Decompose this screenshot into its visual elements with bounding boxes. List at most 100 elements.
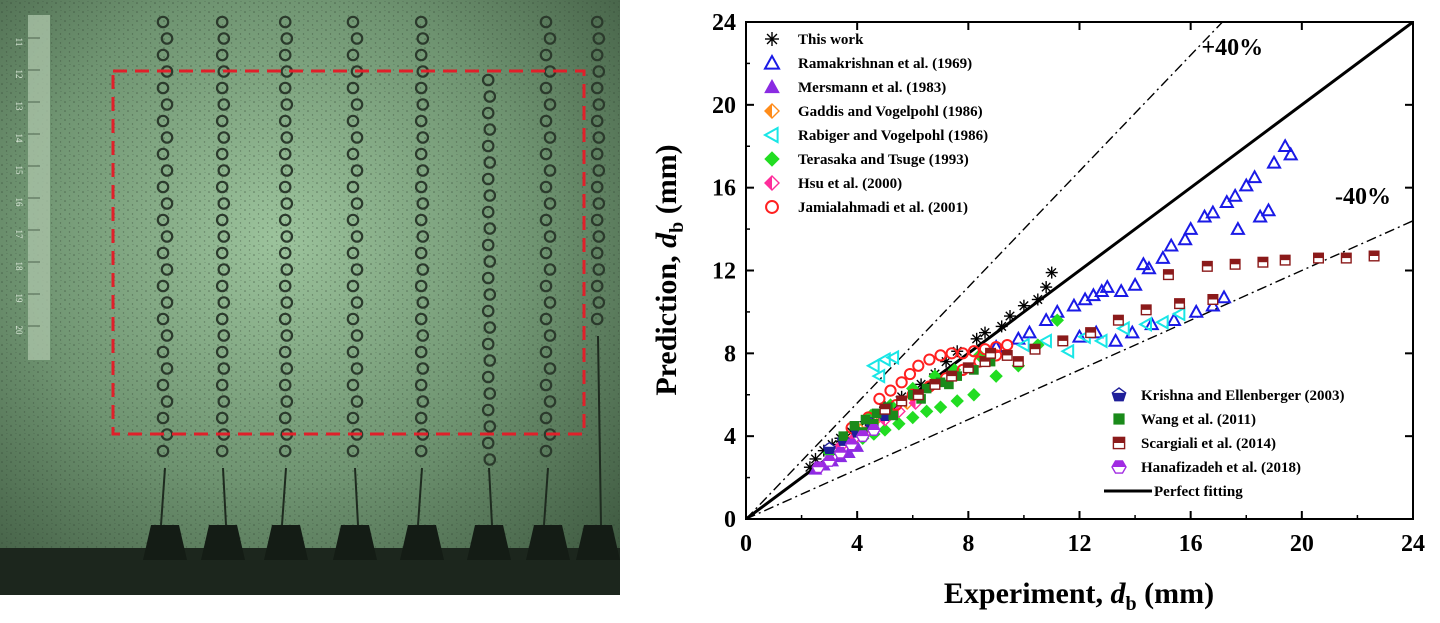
- bubble: [217, 395, 231, 408]
- bubble: [414, 180, 428, 194]
- bubble: [539, 81, 553, 95]
- data-point: [1283, 146, 1299, 161]
- bubble: [416, 362, 430, 375]
- data-point: [906, 410, 920, 425]
- data-point: [871, 408, 882, 419]
- x-tick-label: 24: [1401, 531, 1425, 557]
- x-tick-label: 20: [1290, 531, 1314, 557]
- bubble: [416, 263, 430, 276]
- bubble: [215, 147, 229, 161]
- legend-item: Krishna and Ellenberger (2003): [1111, 387, 1344, 404]
- data-point: [1216, 289, 1232, 304]
- bubble: [280, 263, 294, 276]
- data-point: [1094, 283, 1110, 298]
- bubble: [346, 345, 360, 359]
- bubble: [278, 81, 292, 95]
- bubble: [346, 114, 360, 128]
- bubble: [160, 263, 174, 276]
- bubble: [346, 15, 360, 29]
- bubble-column: [590, 15, 606, 326]
- bubble: [414, 312, 428, 326]
- bubble: [346, 279, 360, 293]
- bubble: [156, 180, 170, 194]
- nozzle: [264, 525, 308, 560]
- bubble: [156, 246, 170, 260]
- legend-label: Terasaka and Tsuge (1993): [798, 152, 969, 168]
- series: [865, 306, 1186, 384]
- legend-label: Perfect fitting: [1154, 484, 1243, 500]
- bubble: [539, 312, 553, 326]
- data-point: [1127, 276, 1143, 291]
- data-point: [990, 341, 1003, 354]
- bubble: [346, 213, 360, 227]
- series: [988, 138, 1299, 353]
- bubble: [278, 15, 292, 29]
- bubble: [590, 312, 604, 326]
- bubble: [590, 114, 604, 128]
- data-point: [912, 389, 924, 401]
- bubble: [160, 296, 174, 309]
- data-point: [985, 347, 997, 359]
- data-point: [1257, 256, 1269, 268]
- data-point: [1057, 335, 1069, 347]
- data-point: [1029, 343, 1041, 355]
- bubble: [483, 156, 497, 169]
- data-point: [885, 349, 900, 366]
- legend-item: Perfect fitting: [1104, 484, 1243, 500]
- bubble: [215, 411, 229, 425]
- reference-line: [746, 220, 1413, 519]
- bubble: [590, 213, 604, 227]
- bubble: [539, 114, 553, 128]
- nozzles: [143, 335, 620, 560]
- data-point: [1113, 413, 1125, 425]
- x-tick-label: 8: [962, 531, 974, 557]
- data-point: [1113, 283, 1129, 298]
- bubble: [414, 246, 428, 260]
- bubble: [280, 32, 294, 45]
- data-point: [1205, 297, 1221, 312]
- nozzle: [576, 525, 620, 560]
- data-point: [865, 358, 880, 374]
- legend-label: Krishna and Ellenberger (2003): [1141, 388, 1344, 404]
- bubble: [416, 296, 430, 309]
- bubble: [280, 197, 294, 210]
- ruler-number: 11: [14, 38, 24, 47]
- bubble: [414, 147, 428, 161]
- bubble: [156, 81, 170, 95]
- legend-item: Hanafizadeh et al. (2018): [1111, 460, 1301, 476]
- bubble: [483, 90, 497, 103]
- data-point: [1010, 330, 1027, 345]
- bubble: [543, 197, 557, 210]
- x-tick-label: 0: [740, 531, 752, 557]
- bubble: [592, 263, 606, 276]
- column-base: [0, 548, 620, 595]
- bubble: [481, 139, 495, 153]
- data-point: [1093, 333, 1108, 349]
- bubble: [539, 411, 553, 425]
- bubble: [278, 114, 292, 128]
- bubble: [539, 444, 553, 458]
- data-point: [763, 53, 781, 70]
- gas-jet: [543, 467, 549, 526]
- bubble: [346, 180, 360, 194]
- data-point: [1141, 260, 1157, 275]
- bubble: [481, 205, 495, 219]
- data-point: [888, 410, 899, 421]
- data-point: [762, 126, 779, 144]
- gas-jet: [488, 467, 493, 526]
- bubble: [160, 362, 174, 375]
- bubble: [217, 296, 231, 309]
- bubble: [217, 263, 231, 276]
- bubble: [280, 329, 294, 342]
- bubble: [215, 213, 229, 227]
- ruler-number: 20: [14, 326, 24, 336]
- bubble: [217, 329, 231, 342]
- nozzle: [467, 525, 511, 560]
- bubble-column: [481, 73, 497, 466]
- data-point: [765, 32, 779, 46]
- data-point: [1071, 328, 1088, 343]
- ruler-labels: 11 12 13 14 15 16 17 18 19 20: [14, 37, 40, 336]
- bubble: [278, 246, 292, 260]
- bubble: [481, 73, 495, 87]
- bubble: [217, 230, 231, 243]
